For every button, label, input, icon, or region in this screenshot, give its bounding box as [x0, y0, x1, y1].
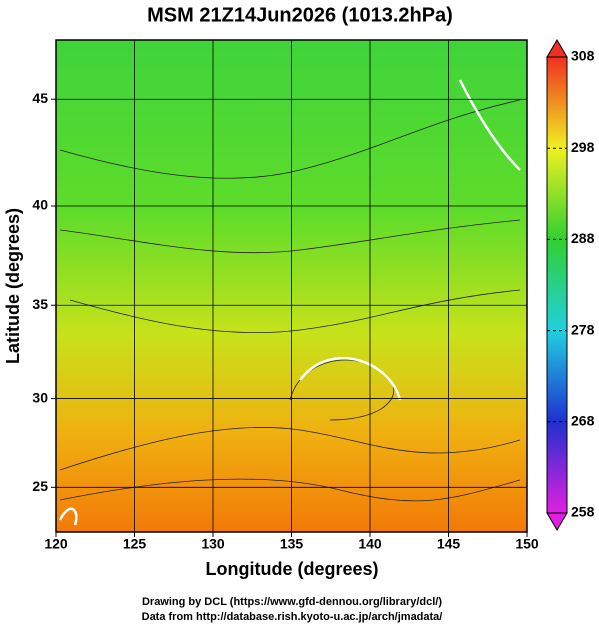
x-tick-label: 145 [437, 536, 461, 552]
credit-line: Data from http://database.rish.kyoto-u.a… [142, 611, 443, 623]
y-tick-label: 25 [32, 478, 48, 494]
y-tick-label: 45 [32, 90, 48, 106]
isotherms [58, 79, 521, 526]
colorbar-tick-label: 258 [571, 504, 595, 520]
credit-line: Drawing by DCL (https://www.gfd-dennou.o… [142, 596, 442, 608]
colorbar-tick-label: 268 [571, 413, 595, 429]
colorbar-tick-label: 278 [571, 321, 595, 337]
title: MSM 21Z14Jun2026 (1013.2hPa) [147, 4, 453, 26]
y-axis-label: Latitude (degrees) [3, 208, 23, 364]
x-tick-label: 130 [201, 536, 225, 552]
x-tick-label: 135 [280, 536, 304, 552]
x-tick-label: 120 [44, 536, 68, 552]
x-tick-label: 125 [123, 536, 147, 552]
colorbar-min-arrow [546, 512, 568, 531]
y-tick-label: 30 [32, 389, 48, 405]
colorbar [546, 56, 568, 514]
colorbar-tick-label: 288 [571, 230, 595, 246]
x-tick-label: 140 [358, 536, 382, 552]
colorbar-max-arrow [546, 39, 568, 58]
colorbar-tick-label: 308 [571, 48, 595, 64]
y-tick-label: 35 [32, 296, 48, 312]
colorbar-tick-label: 298 [571, 139, 595, 155]
y-tick-label: 40 [32, 197, 48, 213]
x-tick-label: 150 [515, 536, 539, 552]
x-axis-label: Longitude (degrees) [205, 559, 378, 579]
